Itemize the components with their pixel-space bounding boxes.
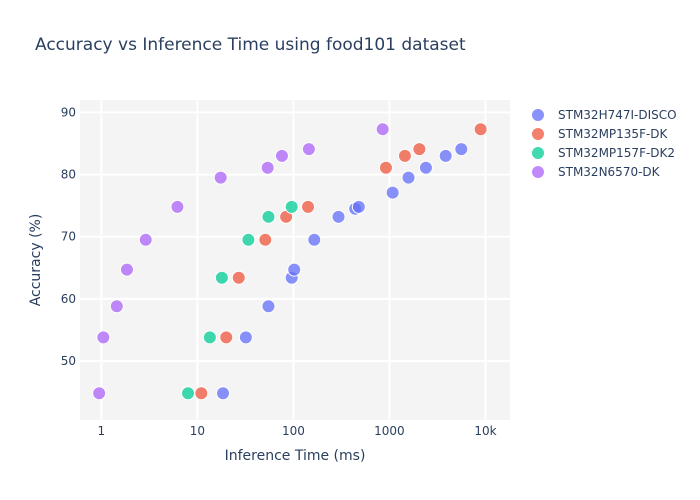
data-point[interactable]	[260, 160, 275, 175]
data-point[interactable]	[375, 122, 390, 137]
data-point[interactable]	[412, 142, 427, 157]
x-tick-label: 100	[282, 424, 305, 438]
data-point[interactable]	[301, 142, 316, 157]
data-point[interactable]	[307, 232, 322, 247]
x-axis-ticks: 1 10 100 1000 10k	[97, 424, 496, 438]
data-point[interactable]	[397, 148, 412, 163]
data-point[interactable]	[261, 299, 276, 314]
y-tick-label: 80	[61, 168, 76, 182]
legend-marker[interactable]	[531, 127, 545, 141]
data-point[interactable]	[385, 185, 400, 200]
data-point[interactable]	[194, 386, 209, 401]
y-tick-label: 90	[61, 105, 76, 119]
legend-label[interactable]: STM32N6570-DK	[558, 165, 661, 179]
data-point[interactable]	[109, 299, 124, 314]
data-point[interactable]	[119, 262, 134, 277]
data-point[interactable]	[170, 199, 185, 214]
data-point[interactable]	[96, 330, 111, 345]
data-point[interactable]	[473, 122, 488, 137]
data-point[interactable]	[216, 386, 231, 401]
data-point[interactable]	[331, 209, 346, 224]
chart-title: Accuracy vs Inference Time using food101…	[35, 35, 466, 55]
data-point[interactable]	[418, 160, 433, 175]
y-tick-label: 50	[61, 354, 76, 368]
plot-area	[80, 100, 510, 420]
x-tick-label: 1000	[374, 424, 405, 438]
x-tick-label: 1	[97, 424, 105, 438]
data-point[interactable]	[219, 330, 234, 345]
data-point[interactable]	[301, 199, 316, 214]
data-point[interactable]	[213, 170, 228, 185]
y-axis-ticks: 50 60 70 80 90	[61, 105, 76, 368]
data-point[interactable]	[261, 209, 276, 224]
data-point[interactable]	[351, 199, 366, 214]
data-point[interactable]	[92, 386, 107, 401]
legend-label[interactable]: STM32H747I-DISCO	[558, 108, 677, 122]
data-point[interactable]	[401, 170, 416, 185]
legend-label[interactable]: STM32MP135F-DK	[558, 127, 669, 141]
x-tick-label: 10	[190, 424, 205, 438]
y-axis-title: Accuracy (%)	[28, 214, 44, 307]
data-point[interactable]	[284, 199, 299, 214]
y-tick-label: 70	[61, 230, 76, 244]
data-point[interactable]	[138, 232, 153, 247]
data-point[interactable]	[241, 232, 256, 247]
x-tick-label: 10k	[474, 424, 496, 438]
legend: STM32H747I-DISCO STM32MP135F-DK STM32MP157…	[531, 108, 677, 179]
data-point[interactable]	[202, 330, 217, 345]
data-point[interactable]	[438, 148, 453, 163]
legend-label[interactable]: STM32MP157F-DK2	[558, 146, 675, 160]
x-axis-title: Inference Time (ms)	[225, 448, 366, 464]
legend-marker[interactable]	[531, 165, 545, 179]
legend-marker[interactable]	[531, 108, 545, 122]
data-point[interactable]	[378, 160, 393, 175]
data-point[interactable]	[231, 270, 246, 285]
data-point[interactable]	[258, 232, 273, 247]
data-point[interactable]	[238, 330, 253, 345]
legend-marker[interactable]	[531, 146, 545, 160]
y-tick-label: 60	[61, 292, 76, 306]
data-point[interactable]	[454, 142, 469, 157]
data-point[interactable]	[287, 262, 302, 277]
data-point[interactable]	[214, 270, 229, 285]
data-points	[92, 122, 488, 401]
data-point[interactable]	[181, 386, 196, 401]
data-point[interactable]	[274, 148, 289, 163]
